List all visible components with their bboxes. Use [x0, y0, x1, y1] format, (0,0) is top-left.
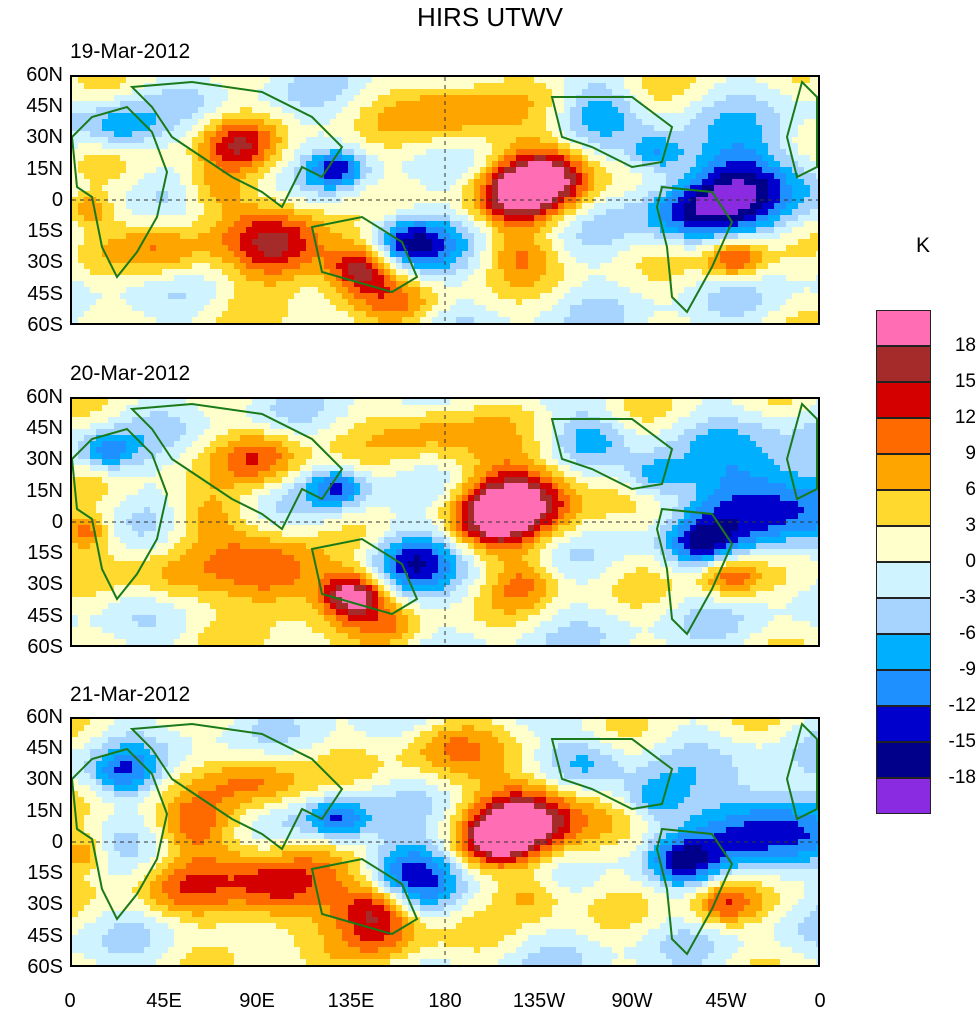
lat-label: 0 — [51, 189, 63, 211]
colorbar-label: 18 — [954, 335, 976, 356]
lat-label: 60S — [27, 956, 63, 978]
lat-label: 30S — [27, 893, 63, 915]
lat-label: 60N — [26, 64, 63, 86]
lat-label: 15S — [27, 862, 63, 884]
colorbar-swatch — [876, 598, 931, 634]
lat-label: 30N — [26, 448, 63, 470]
panel-3-map — [70, 717, 820, 967]
colorbar-label: -12 — [948, 695, 976, 716]
lat-label: 45N — [26, 95, 63, 117]
lat-label: 15S — [27, 542, 63, 564]
colorbar-label: -15 — [948, 731, 976, 752]
reference-lines — [72, 719, 818, 965]
lon-label: 0 — [814, 990, 826, 1012]
panel-1-date: 19-Mar-2012 — [70, 40, 191, 63]
lat-label: 60S — [27, 636, 63, 658]
anomaly-field — [72, 719, 818, 965]
lon-label: 0 — [64, 990, 76, 1012]
panel-3-date: 21-Mar-2012 — [70, 683, 191, 706]
reference-lines — [72, 399, 818, 645]
lon-label: 135E — [327, 990, 375, 1012]
colorbar-label: -9 — [959, 659, 976, 680]
colorbar-label: -6 — [959, 623, 976, 644]
lat-label: 45S — [27, 283, 63, 305]
lat-label: 15N — [26, 480, 63, 502]
lon-label: 90E — [239, 990, 275, 1012]
colorbar-label: 15 — [954, 371, 976, 392]
panel-2-map — [70, 397, 820, 647]
lat-label: 15S — [27, 220, 63, 242]
lat-label: 45S — [27, 605, 63, 627]
colorbar-swatch — [876, 670, 931, 706]
lat-label: 0 — [51, 831, 63, 853]
lon-label: 90W — [611, 990, 653, 1012]
colorbar-swatch — [876, 418, 931, 454]
colorbar-label: 9 — [965, 443, 976, 464]
lat-label: 45N — [26, 737, 63, 759]
lat-label: 60N — [26, 386, 63, 408]
colorbar-unit: K — [916, 234, 931, 257]
lat-label: 30S — [27, 573, 63, 595]
colorbar-label: 6 — [965, 479, 976, 500]
coastlines — [72, 80, 818, 314]
lat-label: 0 — [51, 511, 63, 533]
figure-title: HIRS UTWV — [417, 2, 563, 32]
colorbar-swatch — [876, 346, 931, 382]
colorbar-swatch — [876, 562, 931, 598]
lat-label: 60N — [26, 706, 63, 728]
colorbar-label: 0 — [965, 551, 976, 572]
colorbar-swatch — [876, 634, 931, 670]
lon-label: 45E — [146, 990, 182, 1012]
colorbar-swatch — [876, 706, 931, 742]
anomaly-field — [72, 399, 818, 645]
reference-lines — [72, 77, 818, 323]
coastlines — [72, 722, 818, 956]
colorbar-swatch — [876, 526, 931, 562]
lon-label: 45W — [705, 990, 747, 1012]
lat-label: 15N — [26, 158, 63, 180]
lon-label: 180 — [428, 990, 462, 1012]
colorbar-label: -18 — [948, 767, 976, 788]
panel-1-map — [70, 75, 820, 325]
colorbar-label: 3 — [965, 515, 976, 536]
lat-label: 30N — [26, 126, 63, 148]
coastlines — [72, 402, 818, 636]
colorbar-swatch — [876, 310, 931, 346]
lat-label: 30S — [27, 251, 63, 273]
panel-2-date: 20-Mar-2012 — [70, 362, 191, 385]
lat-label: 60S — [27, 314, 63, 336]
colorbar-label: -3 — [959, 587, 976, 608]
lon-label: 135W — [512, 990, 566, 1012]
colorbar-swatch — [876, 454, 931, 490]
colorbar-swatch — [876, 778, 931, 814]
colorbar-swatch — [876, 382, 931, 418]
colorbar-swatch — [876, 490, 931, 526]
lat-label: 15N — [26, 800, 63, 822]
anomaly-field — [72, 77, 818, 323]
colorbar-swatch — [876, 742, 931, 778]
colorbar-label: 12 — [954, 407, 976, 428]
lat-label: 45N — [26, 417, 63, 439]
lat-label: 45S — [27, 925, 63, 947]
lat-label: 30N — [26, 768, 63, 790]
